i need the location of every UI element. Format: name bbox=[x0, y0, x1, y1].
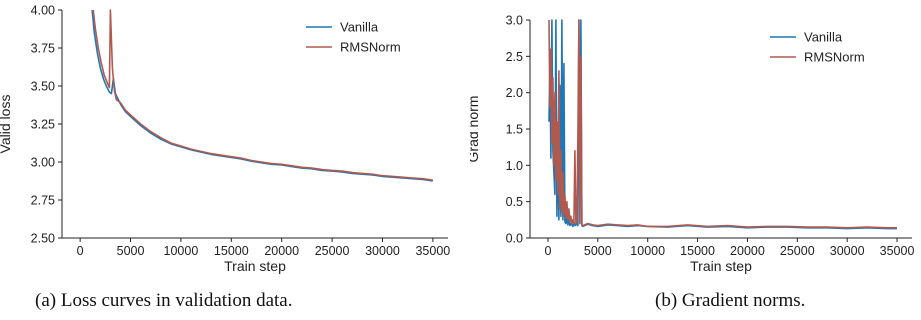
caption-loss-curves: (a) Loss curves in validation data. bbox=[35, 290, 293, 311]
x-tick-label: 0 bbox=[77, 244, 84, 258]
plot-area bbox=[91, 9, 434, 182]
series-line-rmsnorm bbox=[548, 19, 897, 229]
loss-chart: 0 5000 10000 15000 20000 25000 30000 35000 2.50 2… bbox=[0, 4, 450, 275]
x-axis-label: Train step bbox=[224, 258, 286, 274]
x-tick-label: 10000 bbox=[164, 244, 199, 258]
legend-label-vanilla: Vanilla bbox=[804, 30, 843, 45]
x-tick-label: 25000 bbox=[315, 244, 350, 258]
series-line-vanilla bbox=[91, 9, 434, 182]
x-tick-label: 5000 bbox=[117, 244, 145, 258]
x-tick-label: 35000 bbox=[880, 244, 915, 258]
y-axis-label: Valid loss bbox=[0, 95, 13, 154]
y-tick-label: 3.00 bbox=[31, 156, 55, 170]
x-tick-label: 15000 bbox=[214, 244, 249, 258]
x-tick-label: 5000 bbox=[584, 244, 612, 258]
y-tick-label: 0.5 bbox=[506, 195, 523, 209]
y-tick-label: 4.00 bbox=[31, 4, 55, 18]
caption-gradient-norms: (b) Gradient norms. bbox=[655, 290, 806, 311]
plot-area bbox=[548, 19, 897, 230]
y-tick-label: 2.50 bbox=[31, 232, 55, 246]
legend-label-vanilla: Vanilla bbox=[340, 20, 379, 35]
x-tick-label: 25000 bbox=[780, 244, 815, 258]
x-tick-label: 30000 bbox=[365, 244, 400, 258]
x-tick-label: 20000 bbox=[730, 244, 765, 258]
x-axis-label: Train step bbox=[690, 258, 752, 274]
y-tick-label: 2.5 bbox=[506, 50, 523, 64]
y-tick-label: 3.25 bbox=[31, 118, 55, 132]
x-tick-label: 35000 bbox=[415, 244, 450, 258]
x-tick-label: 30000 bbox=[830, 244, 865, 258]
y-tick-label: 1.5 bbox=[506, 123, 523, 137]
legend-label-rmsnorm: RMSNorm bbox=[340, 40, 401, 55]
legend-label-rmsnorm: RMSNorm bbox=[804, 50, 865, 65]
x-tick-label: 15000 bbox=[680, 244, 715, 258]
y-tick-label: 3.0 bbox=[506, 14, 523, 28]
y-axis-label: Grad norm bbox=[470, 96, 481, 163]
y-tick-label: 1.0 bbox=[506, 159, 523, 173]
y-tick-label: 2.0 bbox=[506, 86, 523, 100]
y-tick-label: 0.0 bbox=[506, 232, 523, 246]
x-tick-label: 0 bbox=[544, 244, 551, 258]
x-tick-label: 20000 bbox=[264, 244, 299, 258]
series-line-rmsnorm bbox=[92, 9, 434, 181]
grad-norm-chart: 0 5000 10000 15000 20000 25000 30000 35000 0.0 0.… bbox=[470, 14, 915, 275]
y-tick-label: 3.75 bbox=[31, 42, 55, 56]
y-tick-label: 2.75 bbox=[31, 194, 55, 208]
x-tick-label: 10000 bbox=[630, 244, 665, 258]
y-tick-label: 3.50 bbox=[31, 80, 55, 94]
